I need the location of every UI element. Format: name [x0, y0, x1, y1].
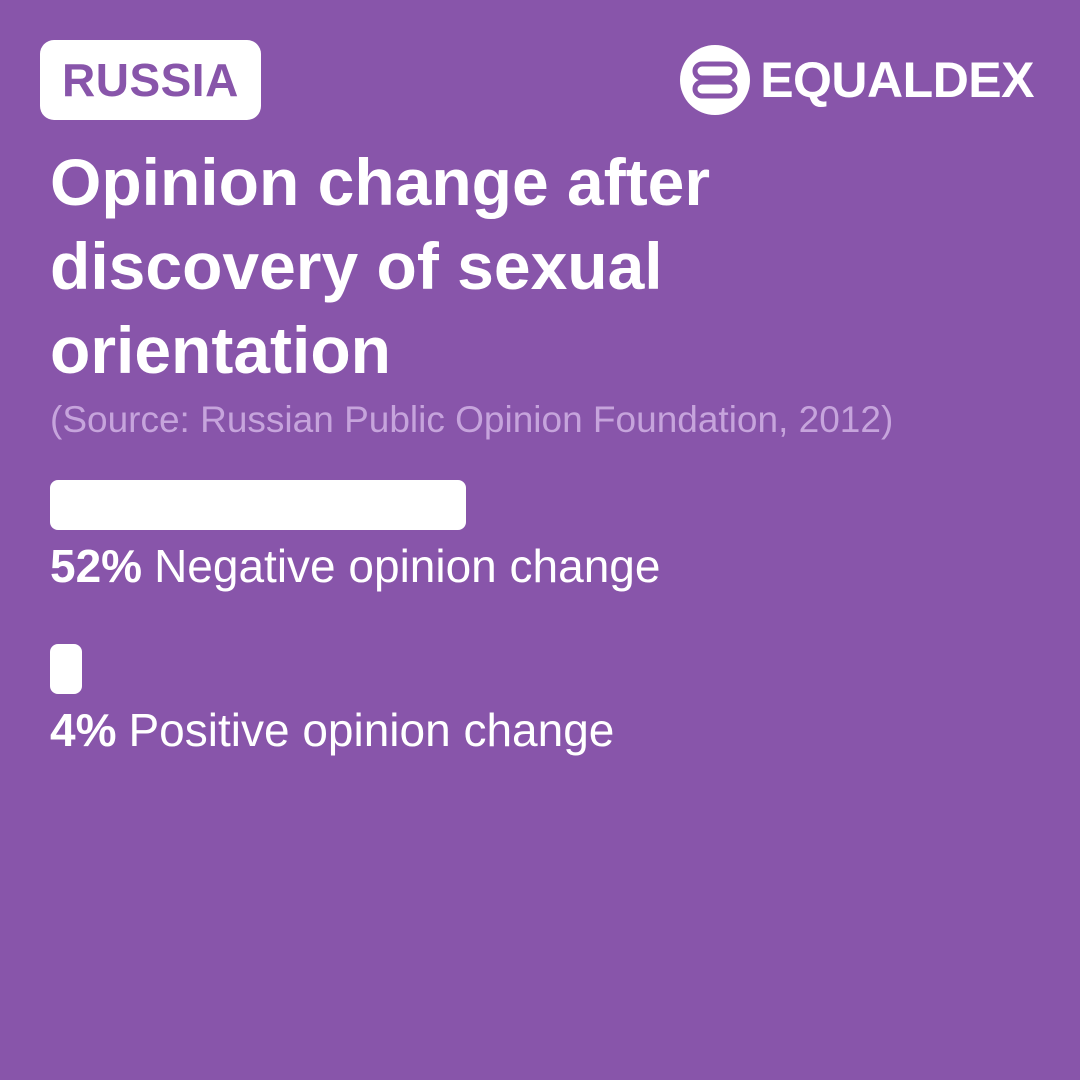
bar-1 [50, 644, 82, 694]
brand: EQUALDEX [680, 44, 1034, 116]
country-badge: RUSSIA [40, 40, 261, 120]
brand-name: EQUALDEX [760, 52, 1034, 108]
bar-label-1: 4% Positive opinion change [50, 702, 614, 758]
chart-title: Opinion change after discovery of sexual… [50, 145, 711, 387]
bar-value-label: 52% [50, 540, 143, 592]
country-label: RUSSIA [62, 54, 239, 106]
bar-label-0: 52% Negative opinion change [50, 538, 660, 594]
bar-0 [50, 480, 466, 530]
equaldex-logo-icon [680, 45, 751, 115]
chart-source: (Source: Russian Public Opinion Foundati… [50, 399, 894, 440]
bar-value-label: 4% [50, 704, 117, 756]
bar-category-label: Positive opinion change [128, 704, 615, 756]
bar-category-label: Negative opinion change [154, 540, 661, 592]
